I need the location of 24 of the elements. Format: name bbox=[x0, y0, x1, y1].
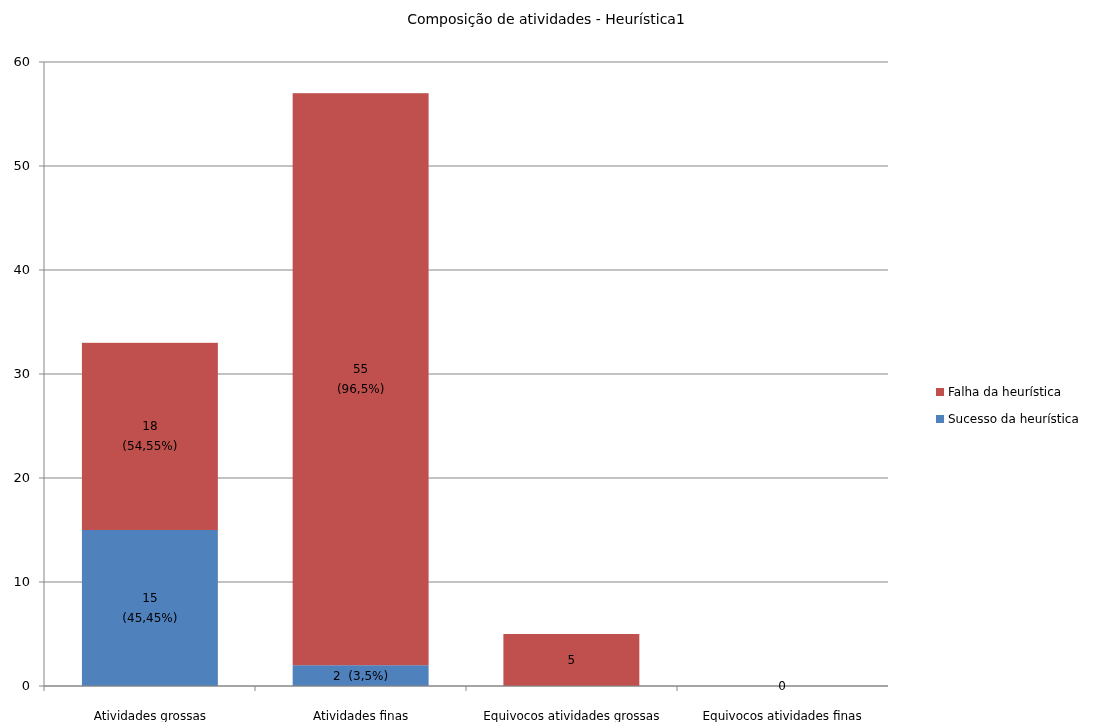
y-tick-label: 30 bbox=[13, 366, 30, 381]
x-tick-label: Atividades grossas bbox=[93, 709, 207, 722]
data-label: 0 bbox=[778, 679, 786, 693]
data-label: 18 (54,55%) bbox=[122, 419, 178, 454]
x-tick-label: Equivocos atividades grossas bbox=[483, 709, 660, 722]
x-tick-label: Equivocos atividades finas bbox=[702, 709, 862, 722]
y-tick-label: 50 bbox=[13, 158, 30, 173]
data-label: 5 bbox=[567, 653, 576, 667]
y-tick-label: 20 bbox=[13, 470, 30, 485]
chart-title: Composição de atividades - Heurística1 bbox=[407, 11, 685, 27]
data-label: 15 (45,45%) bbox=[122, 591, 178, 625]
y-tick-label: 60 bbox=[13, 54, 30, 69]
bar bbox=[81, 530, 218, 686]
bar bbox=[292, 93, 429, 666]
legend-label: Falha da heurística bbox=[948, 385, 1062, 399]
y-tick-label: 0 bbox=[21, 678, 30, 693]
bar bbox=[503, 634, 640, 686]
x-tick-label: Atividades finas bbox=[312, 709, 409, 722]
data-label: 2 (3,5%) bbox=[333, 668, 389, 683]
y-tick-label: 10 bbox=[13, 574, 30, 589]
bar bbox=[81, 342, 218, 530]
data-label: 55 (96,5%) bbox=[336, 362, 385, 397]
y-tick-label: 40 bbox=[13, 262, 30, 277]
legend-label: Sucesso da heurística bbox=[948, 412, 1079, 426]
